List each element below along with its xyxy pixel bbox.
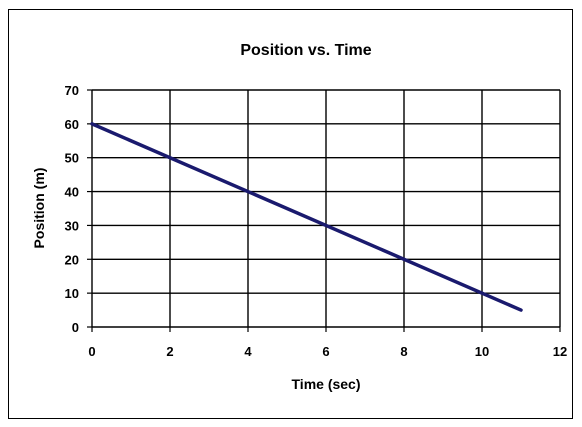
- x-tick-labels: 0 2 4 6 8 10 12: [88, 344, 567, 359]
- x-tick-label: 0: [88, 344, 95, 359]
- x-tick-label: 10: [475, 344, 489, 359]
- series-line: [90, 122, 523, 312]
- x-tick-label: 2: [166, 344, 173, 359]
- y-tick-label: 60: [65, 117, 79, 132]
- grid-lines: [87, 89, 561, 332]
- x-tick-label: 4: [244, 344, 252, 359]
- y-tick-label: 0: [72, 320, 79, 335]
- y-tick-label: 10: [65, 286, 79, 301]
- y-tick-label: 70: [65, 83, 79, 98]
- y-tick-label: 50: [65, 151, 79, 166]
- chart-title: Position vs. Time: [240, 42, 371, 59]
- y-axis-label: Position (m): [31, 168, 47, 249]
- y-tick-labels: 0 10 20 30 40 50 60 70: [65, 83, 79, 335]
- y-tick-label: 30: [65, 218, 79, 233]
- chart-frame: [8, 9, 573, 419]
- x-axis-label: Time (sec): [292, 376, 361, 392]
- x-tick-label: 8: [400, 344, 407, 359]
- x-tick-label: 12: [553, 344, 567, 359]
- y-tick-label: 40: [65, 185, 79, 200]
- series-group: [90, 122, 523, 312]
- x-tick-label: 6: [322, 344, 329, 359]
- y-tick-label: 20: [65, 252, 79, 267]
